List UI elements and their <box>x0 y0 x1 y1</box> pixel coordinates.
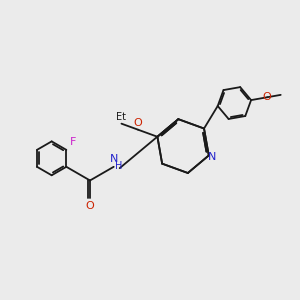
Text: H: H <box>116 161 123 171</box>
Text: N: N <box>208 152 217 162</box>
Text: Et: Et <box>116 112 127 122</box>
Text: O: O <box>133 118 142 128</box>
Text: O: O <box>263 92 272 102</box>
Text: N: N <box>110 154 118 164</box>
Text: O: O <box>85 201 94 211</box>
Text: F: F <box>70 137 76 147</box>
